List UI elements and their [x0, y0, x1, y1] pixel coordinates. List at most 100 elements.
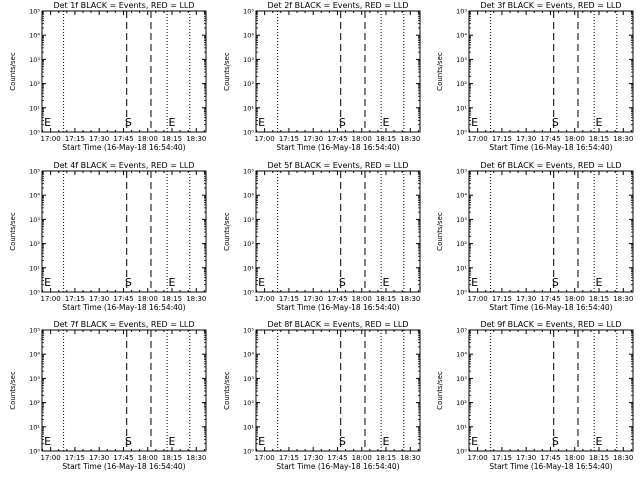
x-tick-label: 17:45 [327, 135, 347, 143]
plot-frame [41, 10, 207, 133]
y-tick-label: 10² [456, 399, 467, 407]
x-tick-label: 17:45 [327, 454, 347, 462]
start-marker: S [339, 276, 346, 289]
y-tick-label: 10² [29, 240, 40, 248]
end-marker: E [471, 116, 478, 129]
y-tick-label: 10⁵ [456, 8, 467, 16]
plot-frame [255, 329, 421, 452]
end-marker: E [471, 435, 478, 448]
x-tick-label: 18:30 [186, 135, 206, 143]
end-marker: E [44, 116, 51, 129]
x-tick-label: 17:30 [516, 295, 536, 303]
x-tick-label: 17:15 [492, 135, 512, 143]
start-marker: S [552, 435, 559, 448]
y-tick-label: 10⁰ [29, 129, 40, 137]
end-marker: E [44, 276, 51, 289]
x-tick-label: 18:15 [589, 295, 609, 303]
y-tick-label: 10⁰ [456, 448, 467, 456]
x-tick-label: 17:15 [65, 295, 85, 303]
y-tick-label: 10¹ [29, 423, 40, 431]
start-marker: S [125, 276, 132, 289]
x-tick-label: 18:15 [162, 454, 182, 462]
y-tick-label: 10⁰ [29, 289, 40, 297]
x-tick-label: 17:15 [279, 295, 299, 303]
y-tick-label: 10¹ [456, 104, 467, 112]
x-tick-label: 18:00 [352, 454, 372, 462]
x-tick-label: 18:15 [162, 295, 182, 303]
detector-panel: Det 4f BLACK = Events, RED = LLD 17:00 17:… [9, 161, 207, 312]
y-tick-label: 10² [243, 80, 254, 88]
x-tick-label: 17:15 [492, 295, 512, 303]
plot-frame [255, 10, 421, 133]
end-marker: E [169, 276, 176, 289]
x-axis-label: Start Time (16-May-18 16:54:40) [489, 303, 612, 312]
x-tick-label: 17:45 [540, 295, 560, 303]
y-axis-label: Counts/sec [9, 371, 17, 410]
y-tick-label: 10⁰ [243, 129, 254, 137]
y-tick-label: 10⁰ [243, 289, 254, 297]
y-tick-label: 10⁵ [29, 168, 40, 176]
y-tick-label: 10⁴ [243, 32, 254, 40]
y-tick-label: 10³ [243, 56, 254, 64]
y-axis-label: Counts/sec [436, 52, 444, 91]
x-tick-label: 18:15 [589, 454, 609, 462]
y-tick-label: 10⁵ [29, 8, 40, 16]
x-tick-label: 17:00 [255, 135, 275, 143]
x-axis-label: Start Time (16-May-18 16:54:40) [62, 303, 185, 312]
x-tick-label: 17:15 [65, 454, 85, 462]
x-tick-label: 17:15 [65, 135, 85, 143]
y-tick-label: 10¹ [243, 264, 254, 272]
y-tick-label: 10⁰ [456, 129, 467, 137]
y-tick-label: 10⁵ [456, 327, 467, 335]
y-tick-label: 10¹ [456, 423, 467, 431]
plot-frame [41, 329, 207, 452]
start-marker: S [339, 435, 346, 448]
y-tick-label: 10⁰ [456, 289, 467, 297]
detector-panel: Det 8f BLACK = Events, RED = LLD 17:00 17:… [223, 320, 421, 471]
x-tick-label: 17:45 [113, 135, 133, 143]
x-tick-label: 18:30 [400, 135, 420, 143]
x-tick-label: 17:45 [540, 135, 560, 143]
y-tick-label: 10⁰ [243, 448, 254, 456]
x-tick-label: 17:00 [468, 295, 488, 303]
y-axis-label: Counts/sec [436, 371, 444, 410]
y-axis-label: Counts/sec [223, 371, 231, 410]
x-tick-label: 17:45 [327, 295, 347, 303]
x-tick-label: 18:00 [138, 454, 158, 462]
x-tick-label: 17:00 [41, 135, 61, 143]
end-marker: E [383, 116, 390, 129]
x-tick-label: 18:30 [613, 135, 633, 143]
end-marker: E [258, 435, 265, 448]
x-tick-label: 17:00 [255, 295, 275, 303]
end-marker: E [596, 276, 603, 289]
y-tick-label: 10¹ [456, 264, 467, 272]
y-tick-label: 10³ [243, 375, 254, 383]
x-tick-label: 17:00 [255, 454, 275, 462]
x-tick-label: 18:00 [565, 295, 585, 303]
panel-title: Det 9f BLACK = Events, RED = LLD [480, 320, 621, 329]
y-tick-label: 10¹ [29, 104, 40, 112]
y-tick-label: 10² [456, 80, 467, 88]
y-tick-label: 10⁵ [243, 168, 254, 176]
y-tick-label: 10⁵ [29, 327, 40, 335]
y-tick-label: 10³ [243, 216, 254, 224]
x-tick-label: 17:30 [516, 454, 536, 462]
y-tick-label: 10⁴ [456, 351, 467, 359]
x-tick-label: 17:00 [41, 454, 61, 462]
y-tick-label: 10⁴ [29, 351, 40, 359]
y-tick-label: 10⁴ [456, 32, 467, 40]
x-axis-label: Start Time (16-May-18 16:54:40) [62, 143, 185, 152]
x-tick-label: 18:00 [138, 135, 158, 143]
detector-panel: Det 5f BLACK = Events, RED = LLD 17:00 17:… [223, 161, 421, 312]
x-tick-label: 17:30 [89, 135, 109, 143]
y-tick-label: 10³ [29, 375, 40, 383]
detector-panel: Det 6f BLACK = Events, RED = LLD 17:00 17:… [436, 161, 634, 312]
panel-title: Det 3f BLACK = Events, RED = LLD [480, 1, 621, 10]
y-axis-label: Counts/sec [223, 52, 231, 91]
x-tick-label: 17:45 [113, 454, 133, 462]
end-marker: E [169, 435, 176, 448]
detector-panel: Det 2f BLACK = Events, RED = LLD 17:00 17:… [223, 1, 421, 152]
detector-panel: Det 7f BLACK = Events, RED = LLD 17:00 17:… [9, 320, 207, 471]
x-axis-label: Start Time (16-May-18 16:54:40) [276, 303, 399, 312]
x-tick-label: 17:00 [468, 454, 488, 462]
